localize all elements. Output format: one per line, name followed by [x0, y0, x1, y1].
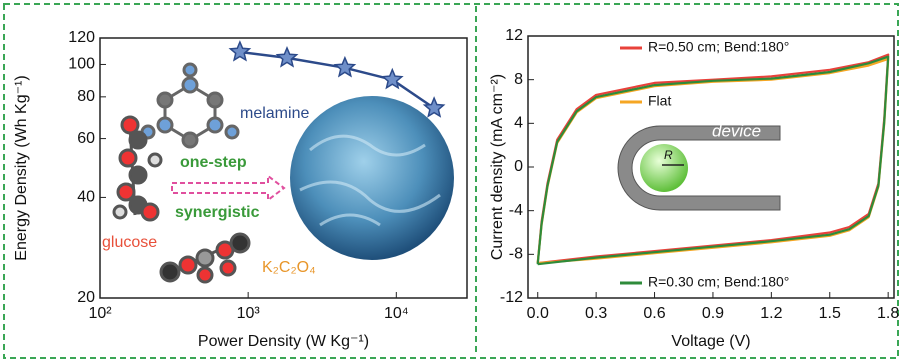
y-tick-label: -12 [500, 289, 523, 306]
annotation: melamine [240, 105, 309, 122]
star-marker [275, 45, 299, 68]
x-tick-label: 0.0 [527, 305, 549, 322]
x-tick-label: 10³ [237, 305, 261, 322]
x-tick-label: 0.3 [585, 305, 607, 322]
x-axis-label: Voltage (V) [671, 333, 750, 350]
x-tick-label: 10² [88, 305, 112, 322]
outer-border [3, 3, 899, 359]
x-tick-label: 0.6 [643, 305, 665, 322]
annotation: synergistic [175, 204, 260, 221]
y-tick-label: 60 [77, 130, 95, 147]
series-line [239, 50, 435, 110]
y-tick-label: -8 [509, 246, 523, 263]
x-tick-label: 1.5 [819, 305, 841, 322]
y-tick-label: -4 [509, 202, 523, 219]
process-arrow [171, 174, 286, 202]
x-tick-label: 10⁴ [384, 305, 409, 322]
y-tick-label: 40 [77, 189, 95, 206]
star-marker [380, 67, 404, 90]
y-tick-label: 0 [514, 158, 523, 175]
oxalate-molecule [159, 232, 251, 284]
device-illustration [617, 125, 781, 211]
y-tick-label: 100 [68, 56, 95, 73]
star-marker [333, 55, 357, 78]
plot-frame [99, 37, 468, 299]
sem-image [290, 96, 454, 260]
star-marker [228, 40, 252, 62]
y-tick-label: 4 [514, 115, 523, 132]
legend-label: R=0.30 cm; Bend:180° [648, 274, 789, 290]
x-tick-label: 0.9 [702, 305, 724, 322]
annotation: one-step [180, 154, 247, 171]
x-axis-label: Power Density (W Kg⁻¹) [198, 333, 369, 350]
y-tick-label: 12 [505, 27, 523, 44]
series-line [536, 53, 890, 265]
series-line [536, 55, 890, 266]
x-tick-label: 1.8 [877, 305, 899, 322]
y-tick-label: 120 [68, 29, 95, 46]
annotation: glucose [102, 234, 157, 251]
star-marker [422, 96, 446, 118]
y-tick-label: 20 [77, 289, 95, 306]
legend-label: R=0.50 cm; Bend:180° [648, 39, 789, 55]
annotation: K₂C₂O₄ [262, 259, 316, 276]
legend-label: Flat [648, 93, 671, 109]
annotation: device [712, 121, 761, 140]
y-axis-label: Current density (mA cm⁻²) [489, 74, 506, 260]
y-axis-label: Energy Density (Wh Kg⁻¹) [13, 75, 30, 260]
y-tick-label: 8 [514, 71, 523, 88]
y-tick-label: 80 [77, 88, 95, 105]
glucose-molecule [112, 115, 163, 222]
x-tick-label: 1.2 [760, 305, 782, 322]
annotation: R [664, 148, 673, 162]
melamine-molecule [140, 62, 240, 149]
